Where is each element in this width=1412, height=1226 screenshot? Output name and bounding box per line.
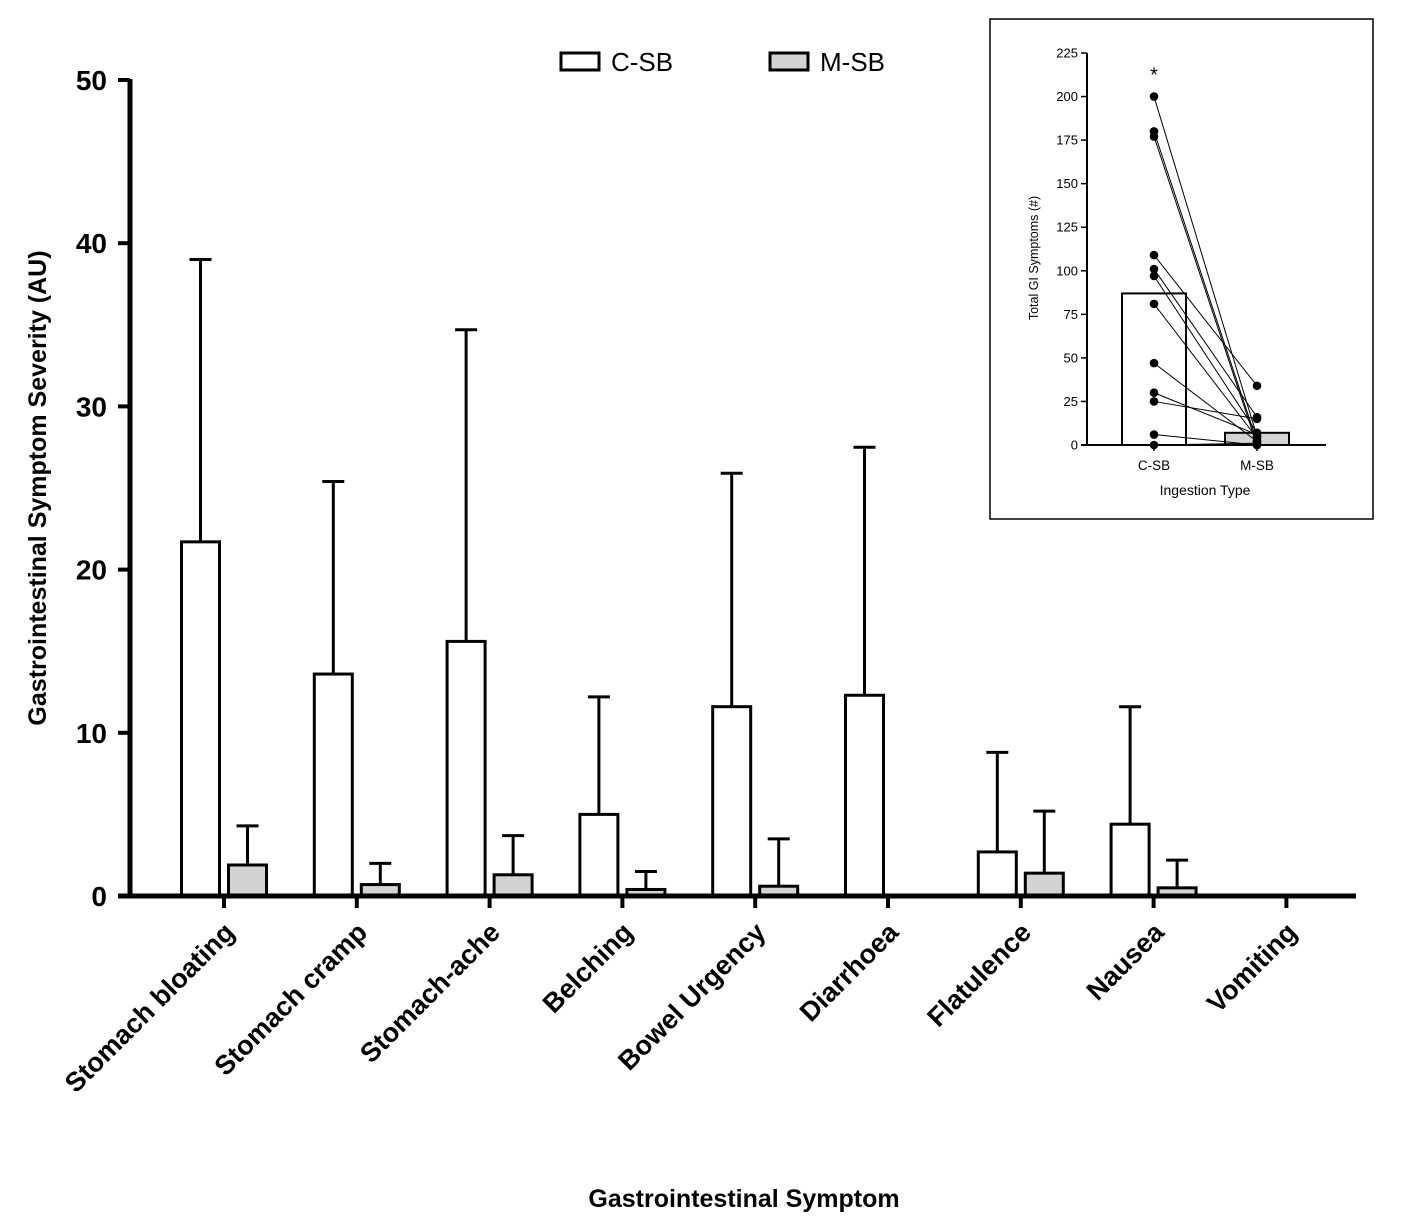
main-x-axis-label: Gastrointestinal Symptom [588,1185,899,1213]
inset-y-tick-label: 150 [1056,176,1078,191]
inset-point-m-sb [1252,381,1262,391]
inset-chart: 0 25 50 75 100 125 150 175 200 225 C-SB M-SB * Tot… [989,18,1374,520]
inset-x-tick-label: C-SB [1138,458,1170,473]
inset-y-tick-label: 75 [1064,307,1078,322]
inset-xticks: C-SB M-SB [1138,445,1274,473]
inset-point-c-sb [1149,388,1159,398]
main-x-tick-label: Diarrhoea [794,916,905,1027]
inset-paired-line [1153,96,1258,437]
inset-point-c-sb [1149,132,1159,141]
inset-y-tick-label: 175 [1056,133,1078,148]
inset-paired-line [1153,254,1258,387]
inset-paired-line [1153,400,1258,420]
inset-point-c-sb [1149,92,1159,101]
bar-c-sb [844,693,885,898]
bar-c-sb [711,705,753,898]
inset-y-tick-label: 125 [1056,220,1078,235]
inset-x-tick-label: M-SB [1240,458,1274,473]
inset-y-tick-label: 225 [1056,46,1078,61]
main-x-tick-label: Stomach-ache [354,917,506,1069]
inset-point-c-sb [1149,264,1159,274]
inset-significance-marker: * [1150,65,1158,87]
inset-y-tick-label: 200 [1056,89,1078,104]
inset-point-c-sb [1149,250,1159,260]
main-x-tick-label: Stomach bloating [59,917,240,1098]
bar-m-sb [1023,871,1065,898]
main-x-tick-label: Bowel Urgency [612,917,771,1076]
bar-c-sb [312,672,354,898]
inset-point-c-sb [1149,271,1159,281]
inset-yticks: 0 25 50 75 100 125 150 175 200 225 [1056,46,1087,453]
main-y-tick-label: 0 [91,881,107,912]
legend-label-c-sb: C-SB [611,47,673,77]
inset-paired-points [1149,92,1262,450]
inset-y-tick-label: 25 [1064,394,1078,409]
main-x-tick-label: Vomiting [1201,917,1302,1018]
inset-paired-lines [1153,96,1258,446]
main-y-tick-label: 40 [76,228,107,259]
main-axes [118,79,1356,899]
main-legend: C-SB M-SB [559,47,885,77]
inset-paired-line [1153,275,1258,434]
inset-x-axis-label: Ingestion Type [1160,482,1251,498]
bar-c-sb [976,850,1018,898]
main-x-tick-label: Belching [537,917,639,1019]
inset-y-tick-label: 100 [1056,263,1078,278]
main-yticks: 0 10 20 30 40 50 [76,65,130,912]
inset-y-tick-label: 0 [1071,438,1078,453]
inset-point-c-sb [1149,299,1159,309]
bar-c-sb [1109,822,1151,898]
inset-paired-line [1153,131,1258,442]
main-y-tick-label: 50 [76,65,107,96]
main-x-tick-label: Nausea [1081,916,1171,1006]
bar-c-sb [180,540,221,898]
legend-swatch-c-sb [559,51,601,72]
inset-paired-line [1153,268,1258,418]
main-y-tick-label: 20 [76,555,107,586]
main-y-axis-label: Gastrointestinal Symptom Severity (AU) [24,250,52,725]
bar-m-sb [227,863,268,898]
inset-point-m-sb [1252,414,1262,424]
inset-bar-c-sb [1121,292,1187,446]
main-y-tick-label: 30 [76,391,107,422]
inset-point-c-sb [1149,430,1159,439]
inset-point-m-sb [1252,430,1262,439]
inset-paired-line [1153,136,1258,446]
main-y-tick-label: 10 [76,718,107,749]
bar-m-sb [492,873,534,898]
bar-c-sb [578,812,620,898]
inset-y-tick-label: 50 [1064,350,1078,365]
bar-c-sb [445,639,487,898]
inset-point-c-sb [1149,358,1159,368]
inset-paired-line [1153,392,1258,436]
main-x-tick-label: Flatulence [921,917,1037,1033]
inset-y-axis-label: Total GI Symptoms (#) [1027,196,1041,320]
legend-swatch-m-sb [768,51,810,72]
inset-axes [1081,53,1326,446]
inset-paired-line [1153,362,1258,442]
legend-label-m-sb: M-SB [820,47,885,77]
inset-point-c-sb [1149,397,1159,406]
